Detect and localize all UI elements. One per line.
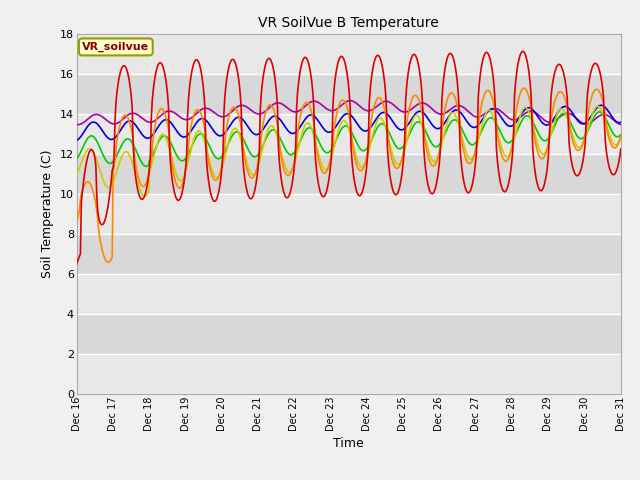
Bar [77, 274, 621, 313]
Bar [77, 154, 621, 193]
Bar [77, 234, 621, 274]
Bar [77, 34, 621, 73]
Legend: B-05_T, B-10_T, B-20_T, B-30_T, B-40_T, B-50_T: B-05_T, B-10_T, B-20_T, B-30_T, B-40_T, … [141, 479, 556, 480]
X-axis label: Time: Time [333, 436, 364, 450]
Bar [77, 354, 621, 394]
Y-axis label: Soil Temperature (C): Soil Temperature (C) [42, 149, 54, 278]
Text: VR_soilvue: VR_soilvue [82, 42, 149, 52]
Bar [77, 193, 621, 234]
Bar [77, 73, 621, 114]
Bar [77, 114, 621, 154]
Title: VR SoilVue B Temperature: VR SoilVue B Temperature [259, 16, 439, 30]
Bar [77, 313, 621, 354]
